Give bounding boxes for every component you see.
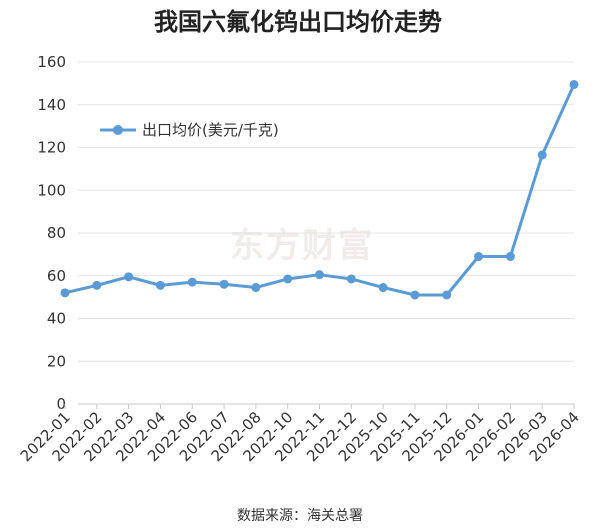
data-point [124, 272, 134, 282]
y-tick-label: 60 [47, 267, 66, 285]
data-point [569, 79, 579, 89]
data-point [410, 290, 420, 300]
series-group [60, 79, 579, 300]
y-tick-label: 20 [47, 352, 66, 370]
data-point [315, 270, 324, 280]
data-point [378, 283, 388, 293]
data-point [187, 277, 197, 287]
legend-label: 出口均价(美元/千克) [142, 121, 279, 139]
chart-title: 我国六氟化钨出口均价走势 [154, 8, 442, 36]
data-point [346, 274, 356, 284]
data-point [219, 279, 229, 289]
y-tick-label: 80 [47, 224, 66, 242]
data-point [505, 252, 515, 262]
data-point [283, 274, 293, 284]
x-axis: 2022-012022-022022-032022-042022-062022-… [17, 404, 583, 465]
watermark: 东方财富 [230, 226, 374, 266]
y-tick-label: 40 [47, 310, 66, 328]
legend-marker [113, 125, 123, 135]
data-point [537, 150, 547, 160]
data-point [442, 290, 452, 300]
y-tick-label: 120 [37, 139, 66, 157]
gridlines [78, 61, 574, 405]
legend: 出口均价(美元/千克) [100, 121, 279, 139]
y-axis: 0 20 40 60 80 100 120 140 160 [37, 53, 66, 413]
data-point [60, 288, 70, 298]
data-point [92, 280, 102, 290]
y-tick-label: 100 [37, 181, 66, 199]
data-point [474, 252, 484, 262]
y-tick-label: 0 [56, 395, 66, 413]
data-point [155, 280, 165, 290]
source-note: 数据来源：海关总署 [237, 508, 363, 524]
y-tick-label: 140 [37, 96, 66, 114]
y-tick-label: 160 [37, 53, 66, 71]
data-point [251, 283, 261, 293]
